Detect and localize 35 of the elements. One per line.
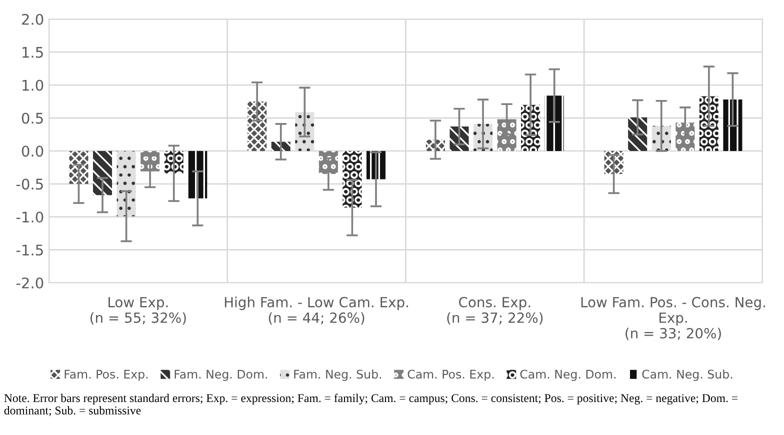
- y-tick-label: -0.5: [16, 178, 43, 190]
- x-tick-label: High Fam. - Low Cam. Exp. (n = 44; 26%): [224, 296, 408, 325]
- y-tick-label: 1.5: [22, 47, 43, 58]
- bar: [188, 150, 208, 198]
- bar: [699, 96, 718, 151]
- bar: [628, 117, 648, 151]
- legend-label: Fam. Pos. Exp.: [64, 370, 148, 381]
- bar: [69, 150, 88, 184]
- x-tick-label: Cons. Exp. (n = 37; 22%): [447, 296, 543, 325]
- bar: [295, 112, 314, 151]
- bar: [497, 119, 516, 151]
- bar: [450, 126, 469, 151]
- text: Note. Error bars represent standard errors; Exp. = expression; Fam. = family; Cam. = campus; Cons. = consistent; Pos. = positive; Neg. = negative; Dom. = dominant; Sub. = submissive: [4, 394, 738, 416]
- y-tick-label: 1.0: [22, 80, 44, 91]
- y-tick-label: 2.0: [22, 14, 44, 25]
- bar: [723, 100, 742, 151]
- bar: [544, 96, 564, 151]
- legend-label: Cam. Neg. Sub.: [642, 370, 732, 381]
- bar: [521, 104, 540, 151]
- bar: [248, 102, 267, 151]
- legend-label: Fam. Neg. Sub.: [294, 370, 382, 381]
- x-tick-label: Low Exp. (n = 55; 32%): [90, 297, 186, 325]
- y-tick-label: 0.0: [22, 146, 44, 157]
- legend-label: Cam. Neg. Dom.: [520, 370, 616, 381]
- y-tick-label: 0.5: [22, 112, 43, 124]
- legend-label: Cam. Pos. Exp.: [408, 370, 494, 381]
- x-tick-label: Low Fam. Pos. - Cons. Neg. Exp. (n = 33; 20%): [581, 296, 765, 340]
- y-tick-label: -1.0: [16, 212, 44, 223]
- bar: [676, 122, 695, 151]
- y-tick-label: -2.0: [16, 277, 44, 288]
- legend-label: Fam. Neg. Dom.: [174, 370, 267, 381]
- bar: [342, 150, 362, 208]
- bar: [116, 150, 136, 216]
- bar: [92, 150, 112, 196]
- y-tick-label: -1.5: [16, 244, 43, 256]
